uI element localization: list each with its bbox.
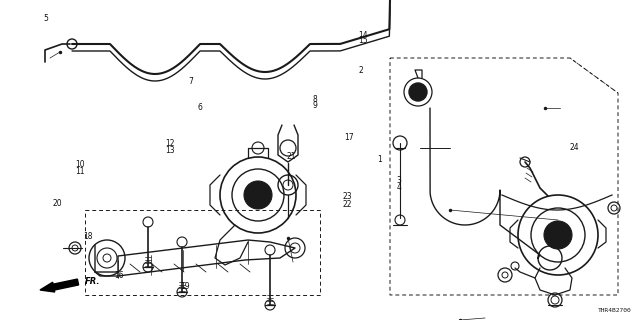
Text: 1: 1 <box>378 156 382 164</box>
Text: 16: 16 <box>114 271 124 280</box>
Text: FR.: FR. <box>85 277 100 286</box>
Text: 20: 20 <box>52 199 62 208</box>
Circle shape <box>544 221 572 249</box>
Text: 15: 15 <box>358 36 368 45</box>
Text: 2: 2 <box>358 66 363 75</box>
Text: 12: 12 <box>165 140 175 148</box>
Text: THR4B2700: THR4B2700 <box>598 308 632 313</box>
FancyArrow shape <box>40 279 79 292</box>
Text: 17: 17 <box>344 133 354 142</box>
Text: 11: 11 <box>76 167 85 176</box>
Text: 3: 3 <box>397 176 402 185</box>
Text: 22: 22 <box>342 200 352 209</box>
Text: 10: 10 <box>76 160 85 169</box>
Circle shape <box>244 181 272 209</box>
Text: 14: 14 <box>358 31 368 40</box>
Text: 6: 6 <box>197 103 202 112</box>
Text: 4: 4 <box>397 183 402 192</box>
Circle shape <box>409 83 427 101</box>
Text: 7: 7 <box>189 77 194 86</box>
Text: 9: 9 <box>312 101 317 110</box>
Text: 19: 19 <box>180 282 190 291</box>
Text: 21: 21 <box>287 152 296 161</box>
Text: 8: 8 <box>312 95 317 104</box>
Text: 13: 13 <box>165 146 175 155</box>
Text: 24: 24 <box>570 143 579 152</box>
Text: 23: 23 <box>342 192 352 201</box>
Text: 5: 5 <box>44 14 49 23</box>
Text: 18: 18 <box>83 232 93 241</box>
